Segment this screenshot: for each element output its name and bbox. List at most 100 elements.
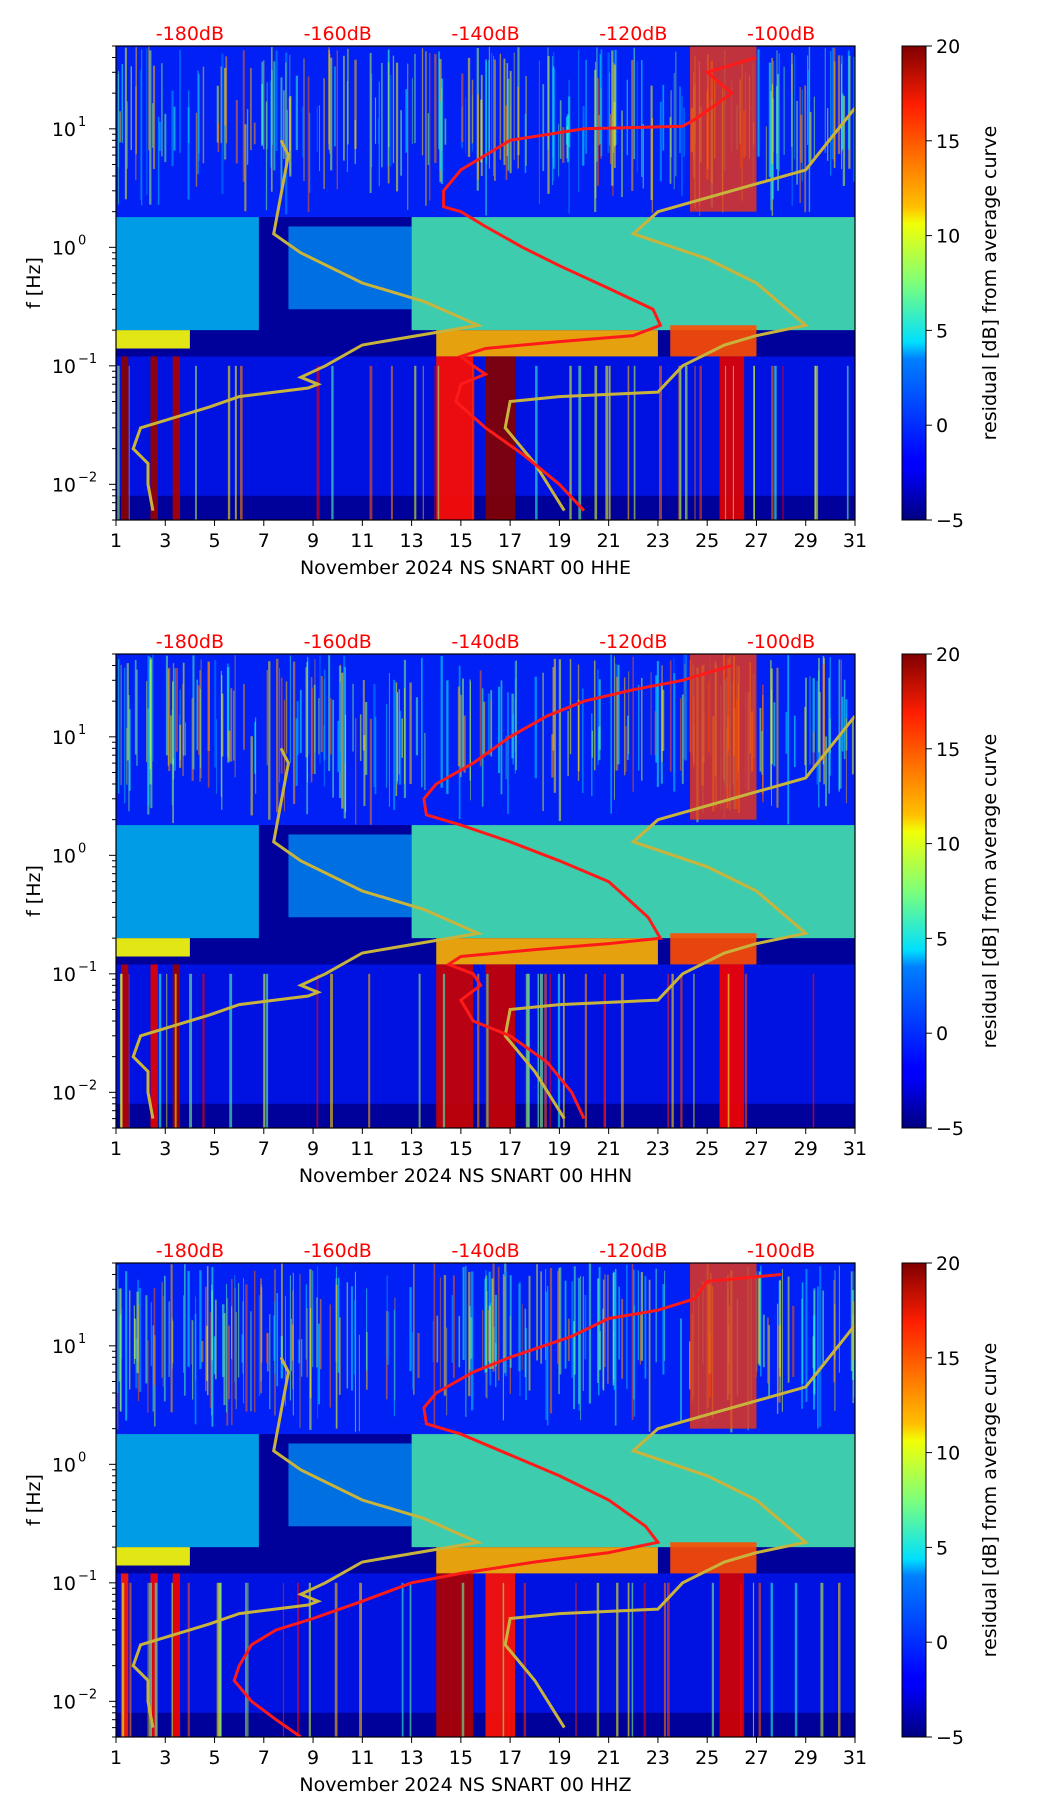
heatmap-streak (485, 1275, 488, 1373)
heatmap-streak (607, 52, 610, 153)
x-tick-label: 15 (449, 530, 473, 552)
x-tick-label: 17 (498, 1138, 522, 1160)
heatmap-streak (269, 1314, 271, 1410)
heatmap-streak (493, 55, 495, 177)
heatmap-streak (292, 661, 296, 805)
x-tick-label: 29 (794, 1138, 818, 1160)
heatmap-streak (684, 365, 688, 520)
heatmap-streak (846, 365, 849, 520)
heatmap-streak (468, 1306, 471, 1370)
heatmap-streak (812, 731, 815, 767)
colorbar-tick-label: 0 (936, 415, 948, 437)
heatmap-streak (341, 672, 344, 809)
x-tick-label: 1 (110, 1747, 122, 1769)
heatmap-streak (838, 659, 840, 792)
y-tick-exponent: −2 (78, 1687, 97, 1702)
heatmap-streak (429, 53, 431, 201)
heatmap-streak (174, 668, 176, 771)
heatmap-streak (771, 365, 774, 520)
heatmap-streak (266, 669, 268, 766)
heatmap-streak (305, 1284, 308, 1360)
heatmap-streak (263, 60, 265, 150)
heatmap-streak (770, 660, 772, 787)
heatmap-streak (759, 707, 762, 772)
heatmap-streak (242, 1301, 244, 1374)
heatmap-streak (216, 85, 219, 143)
heatmap-streak (773, 702, 776, 767)
heatmap-streak (374, 716, 377, 795)
heatmap-band (116, 330, 190, 349)
heatmap-streak (318, 105, 320, 172)
heatmap-streak (179, 714, 180, 751)
heatmap-streak (577, 664, 580, 781)
heatmap-streak (669, 660, 672, 772)
heatmap-streak (377, 118, 380, 144)
heatmap-streak (401, 1582, 404, 1737)
heatmap-streak (388, 673, 390, 807)
heatmap-streak (598, 114, 600, 146)
heatmap-streak (263, 973, 266, 1128)
heatmap-streak (488, 60, 490, 155)
heatmap-streak (241, 1334, 244, 1363)
heatmap-streak (246, 109, 249, 165)
heatmap-streak (557, 973, 561, 1128)
heatmap-streak (598, 1267, 601, 1371)
heatmap-streak (253, 1270, 256, 1413)
heatmap-streak (680, 973, 683, 1128)
heatmap-streak (328, 49, 330, 150)
heatmap-band (288, 226, 412, 310)
heatmap-streak (500, 680, 503, 795)
heatmap-streak (662, 689, 665, 751)
heatmap-streak (174, 973, 177, 1128)
x-tick-label: 27 (744, 530, 768, 552)
heatmap-streak (318, 698, 320, 755)
heatmap-streak (477, 94, 479, 180)
heatmap-streak (650, 672, 652, 756)
heatmap-streak (638, 684, 640, 771)
heatmap-streak (481, 688, 484, 807)
heatmap-streak (368, 973, 371, 1128)
heatmap-streak (515, 660, 518, 770)
heatmap-band (116, 938, 190, 957)
heatmap-streak (202, 973, 205, 1128)
heatmap-streak (146, 48, 148, 196)
heatmap-streak (149, 50, 152, 205)
heatmap-streak (330, 973, 333, 1128)
heatmap-streak (509, 70, 512, 174)
heatmap-streak (625, 726, 627, 773)
heatmap-streak (226, 1297, 229, 1426)
heatmap-streak (171, 90, 174, 166)
colorbar-label: residual [dB] from average curve (979, 1343, 1001, 1658)
db-scale-label: -160dB (304, 23, 372, 45)
heatmap-streak (188, 90, 190, 144)
heatmap-streak (323, 78, 325, 189)
x-tick-label: 5 (208, 1747, 220, 1769)
heatmap-streak (168, 667, 171, 772)
heatmap-streak (794, 1582, 798, 1737)
heatmap-streak (120, 973, 123, 1128)
heatmap-streak (621, 110, 623, 197)
heatmap-streak (353, 1300, 357, 1375)
heatmap-band (411, 825, 855, 939)
heatmap-streak (128, 709, 131, 791)
heatmap-streak (616, 1582, 619, 1737)
heatmap-streak (243, 684, 245, 750)
heatmap-streak (254, 721, 256, 774)
heatmap-streak (607, 1274, 609, 1384)
heatmap-streak (545, 1269, 547, 1360)
heatmap-streak (334, 1582, 338, 1737)
heatmap-streak (393, 1309, 395, 1417)
heatmap-streak (350, 1286, 353, 1391)
heatmap-streak (627, 365, 630, 520)
heatmap-streak (683, 107, 686, 157)
heatmap-streak (573, 1266, 576, 1375)
x-tick-label: 19 (547, 1747, 571, 1769)
heatmap-streak (411, 78, 413, 144)
heatmap-event (719, 356, 745, 520)
heatmap-streak (640, 59, 643, 177)
heatmap-band (411, 217, 855, 331)
heatmap-streak (126, 663, 129, 761)
heatmap-streak (824, 48, 826, 153)
x-tick-label: 5 (208, 530, 220, 552)
